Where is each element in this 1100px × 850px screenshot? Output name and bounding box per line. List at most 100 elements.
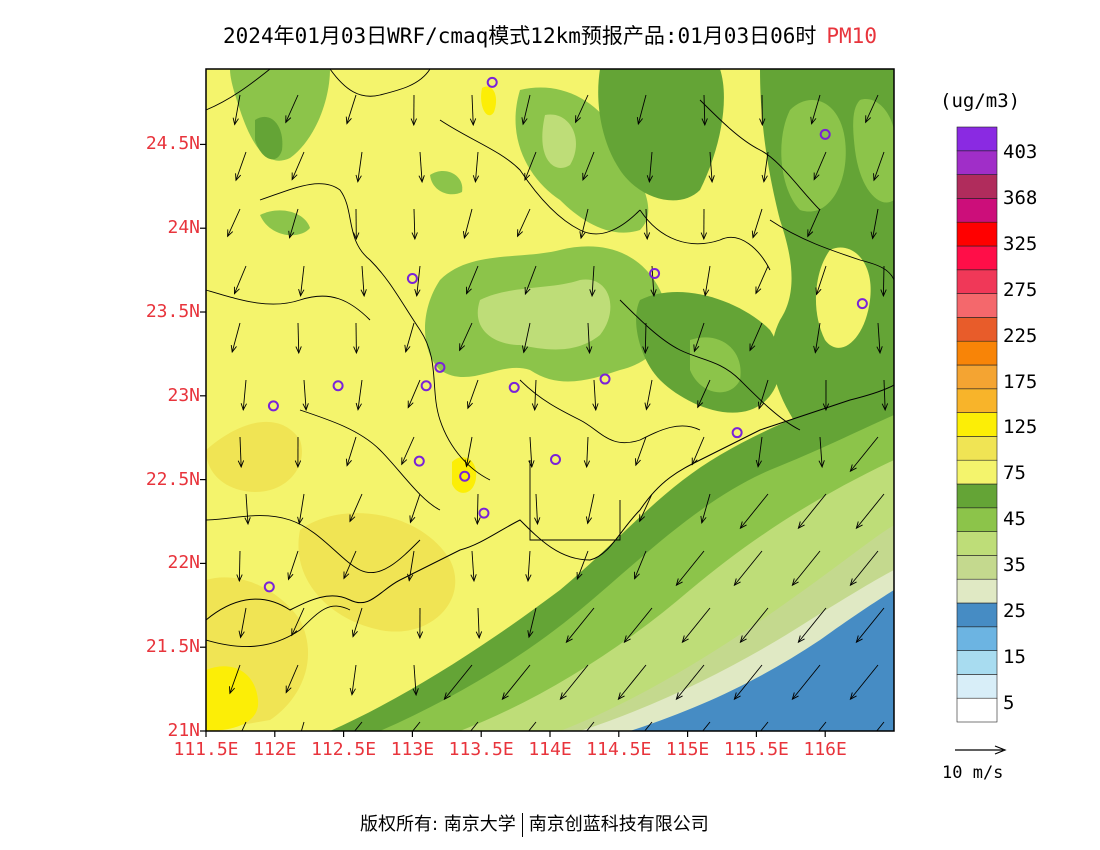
wind-arrow <box>235 151 247 182</box>
station-marker <box>856 298 868 310</box>
wind-arrow <box>575 94 589 124</box>
field-patch <box>430 171 463 195</box>
wind-arrow <box>295 322 302 355</box>
wind-arrow <box>870 208 879 240</box>
wind-arrow <box>474 493 481 526</box>
wind-arrow <box>791 550 821 587</box>
wind-arrow <box>527 607 537 639</box>
colorbar-label: 325 <box>1003 232 1038 255</box>
lat-label: 21.5N <box>145 636 200 658</box>
wind-vectors <box>227 94 889 731</box>
station-marker <box>406 272 418 284</box>
wind-arrow <box>462 208 473 240</box>
colorbar-swatch <box>956 674 998 699</box>
wind-arrow <box>681 607 711 644</box>
colorbar-label: 5 <box>1003 691 1015 714</box>
wind-arrow <box>291 151 305 181</box>
field-patch <box>206 421 302 492</box>
wind-arrow <box>865 94 879 124</box>
station-marker <box>478 507 490 519</box>
wind-arrow <box>739 607 769 644</box>
colorbar-swatch <box>956 245 998 271</box>
colorbar-swatch <box>956 221 998 247</box>
wind-arrow <box>528 436 535 469</box>
wind-arrow <box>517 208 531 238</box>
wind-arrow <box>410 94 417 127</box>
vector-legend-label: 10 m/s <box>942 763 1004 783</box>
colorbar-swatch <box>956 436 998 461</box>
colorbar-swatch <box>956 602 998 628</box>
field-patch <box>255 116 283 160</box>
station-marker <box>486 76 498 88</box>
wind-arrow <box>464 436 473 468</box>
wind-arrow <box>469 94 477 127</box>
wind-arrow <box>855 493 885 530</box>
wind-arrow <box>407 379 421 409</box>
colorbar-swatch <box>956 626 998 651</box>
wind-arrow <box>749 322 763 352</box>
wind-arrow <box>559 664 589 701</box>
wind-arrow <box>501 664 531 701</box>
wind-arrow <box>531 379 539 412</box>
wind-arrow <box>534 493 541 526</box>
wind-arrow <box>818 721 827 731</box>
wind-arrow <box>472 151 480 184</box>
wind-arrow <box>583 436 591 469</box>
field-patch-high <box>206 666 259 731</box>
wind-arrow <box>345 94 357 125</box>
wind-arrow <box>642 322 649 355</box>
colorbar-label: 35 <box>1003 554 1026 577</box>
lat-label: 23.5N <box>145 301 200 322</box>
wind-arrow <box>849 436 879 473</box>
colorbar-label: 75 <box>1003 462 1026 485</box>
station-marker <box>434 361 446 373</box>
wind-arrow <box>297 493 305 525</box>
wind-arrow <box>470 721 479 731</box>
colorbar-swatch <box>956 697 998 723</box>
wind-arrow <box>813 151 827 181</box>
station-marker <box>731 427 743 439</box>
colorbar-swatch <box>956 650 998 675</box>
wind-arrow <box>586 721 595 731</box>
wind-arrow <box>701 94 708 127</box>
colorbar-swatch <box>956 578 998 604</box>
wind-arrow <box>524 265 537 296</box>
station-marker <box>420 380 432 392</box>
lon-label: 112E <box>253 739 297 760</box>
wind-arrow <box>675 664 705 701</box>
wind-arrow <box>353 208 360 241</box>
lon-label: 114E <box>528 739 572 760</box>
wind-arrow <box>761 151 769 183</box>
wind-arrow <box>646 151 654 184</box>
wind-arrow <box>354 721 363 731</box>
colorbar-label: 225 <box>1003 324 1038 347</box>
station-marker <box>332 380 344 392</box>
wind-arrow <box>855 607 885 644</box>
lat-label: 21N <box>167 720 200 741</box>
colorbar-swatch <box>956 531 998 556</box>
wind-arrow <box>232 94 241 126</box>
wind-arrow <box>230 322 241 354</box>
wind-arrow <box>592 379 599 412</box>
wind-arrow <box>229 664 241 695</box>
wind-arrow <box>639 493 653 523</box>
field-patch-high <box>452 457 477 493</box>
colorbar-swatch <box>956 269 998 294</box>
field-patch <box>781 100 846 212</box>
wind-arrow <box>739 493 769 530</box>
wind-arrow <box>237 436 245 469</box>
wind-arrow <box>755 265 769 295</box>
wind-arrow <box>650 265 657 298</box>
field-patch <box>542 114 576 168</box>
wind-arrow <box>617 664 647 701</box>
colorbar-label: 275 <box>1003 278 1038 301</box>
colorbar-swatch <box>956 150 998 175</box>
wind-arrow <box>849 664 879 701</box>
lon-label: 115.5E <box>723 739 789 760</box>
wind-arrow <box>700 208 708 241</box>
wind-arrow <box>691 436 705 466</box>
wind-arrow <box>285 664 299 694</box>
wind-arrow <box>467 379 479 410</box>
wind-arrow <box>810 94 821 125</box>
